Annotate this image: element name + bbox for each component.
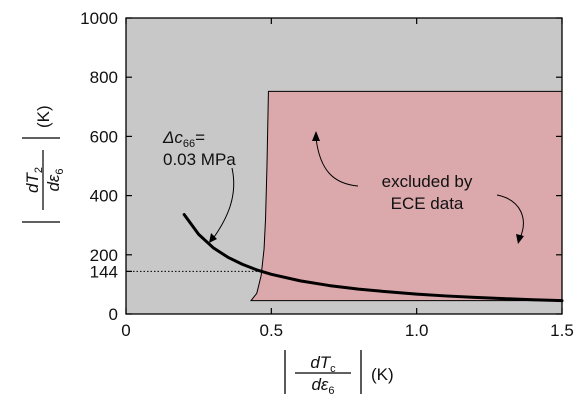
delta-c66-label: Δc66= xyxy=(162,128,205,150)
x-label-denominator: dε6 xyxy=(311,375,334,397)
x-tick-label-3: 1.5 xyxy=(550,321,574,340)
excluded-arrow-right xyxy=(496,194,524,239)
y-tick-label-6: 1000 xyxy=(80,9,118,28)
x-axis-label: dTc dε6 (K) xyxy=(284,350,394,397)
x-tick-label-2: 1.0 xyxy=(405,321,429,340)
x-label-numerator: dTc xyxy=(310,353,336,375)
y-tick-label-3: 400 xyxy=(90,187,118,206)
annotation-excluded: excluded by ECE data xyxy=(312,131,524,244)
y-axis-label: dT2 dε6 (K) xyxy=(22,105,66,223)
x-tick-label-0: 0 xyxy=(121,321,130,340)
excluded-arrowhead-right xyxy=(516,234,524,244)
axes-frame xyxy=(125,17,563,315)
delta-c66-value: 0.03 MPa xyxy=(163,150,236,169)
excluded-arrow-left xyxy=(315,137,359,187)
annotation-arrowhead xyxy=(209,233,217,243)
y-tick-label-0: 0 xyxy=(109,305,118,324)
excluded-label-line2: ECE data xyxy=(391,194,464,213)
annotation-delta-c66: Δc66= 0.03 MPa xyxy=(162,128,236,243)
series-line-0 xyxy=(182,213,564,303)
y-label-numerator: dT2 xyxy=(23,167,45,193)
y-tick-label-2: 144 xyxy=(90,262,118,281)
y-label-denominator: dε6 xyxy=(44,168,66,191)
annotation-arrow-curve xyxy=(211,167,235,241)
plot-frame xyxy=(125,17,563,315)
x-tick-label-1: 0.5 xyxy=(260,321,284,340)
y-tick-label-1: 200 xyxy=(90,246,118,265)
curve-layer xyxy=(182,213,564,303)
y-label-unit: (K) xyxy=(34,105,53,128)
excluded-arrowhead-left xyxy=(312,131,320,141)
y-tick-label-4: 600 xyxy=(90,127,118,146)
x-label-unit: (K) xyxy=(371,365,394,384)
y-tick-label-5: 800 xyxy=(90,68,118,87)
excluded-label-line1: excluded by xyxy=(382,172,473,191)
